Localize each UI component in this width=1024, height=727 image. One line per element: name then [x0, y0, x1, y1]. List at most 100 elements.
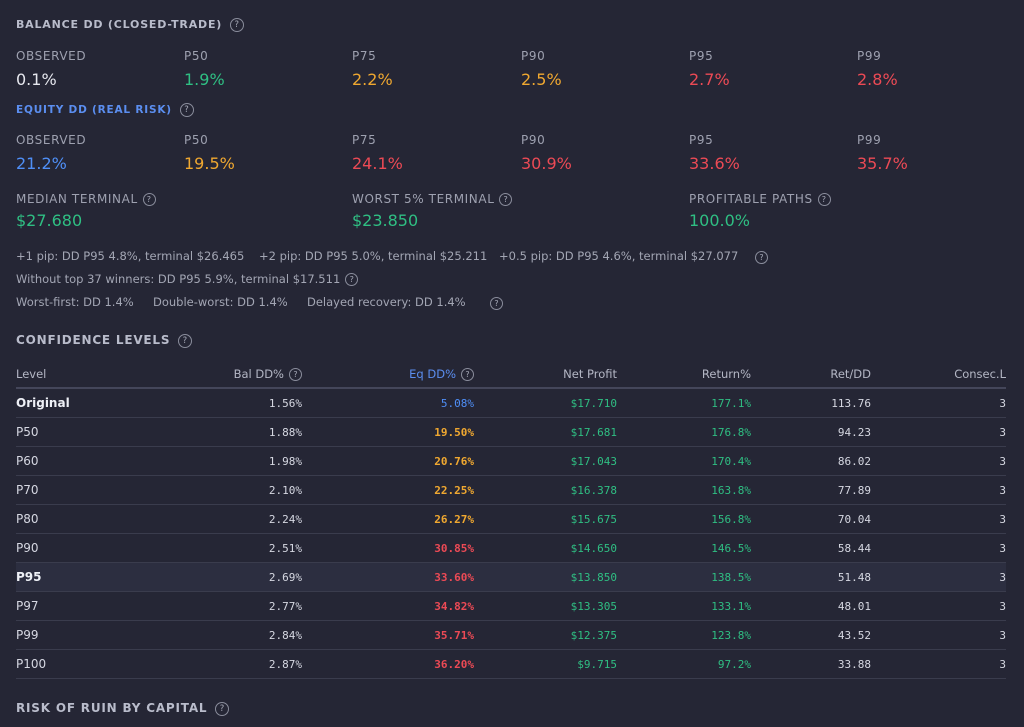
table-row-original: Original 1.56% 5.08% $17.710 177.1% 113.… — [16, 388, 1006, 418]
balance-observed-value: 0.1% — [16, 70, 57, 89]
equity-p75-label: P75 — [352, 133, 377, 147]
cell-ret: 138.5% — [617, 562, 751, 592]
profitable-paths-label-text: PROFITABLE PATHS — [689, 192, 813, 206]
table-row-p60: P60 1.98% 20.76% $17.043 170.4% 86.02 3 — [16, 446, 1006, 476]
note-worst-first: Worst-first: DD 1.4% — [16, 295, 134, 309]
col-bal-dd-label: Bal DD% — [233, 367, 284, 381]
note-pip1: +1 pip: DD P95 4.8%, terminal $26.465 — [16, 249, 245, 263]
help-icon[interactable]: ? — [345, 273, 359, 286]
cell-retdd: 33.88 — [751, 649, 871, 679]
equity-p90-label: P90 — [521, 133, 546, 147]
balance-p50-label: P50 — [184, 49, 209, 63]
balance-p95-value: 2.7% — [689, 70, 730, 89]
sensitivity-help: ? — [750, 247, 768, 266]
cell-eq: 30.85% — [302, 533, 474, 563]
cell-eq: 36.20% — [302, 649, 474, 679]
table-row-p70: P70 2.10% 22.25% $16.378 163.8% 77.89 3 — [16, 475, 1006, 505]
equity-dd-title: EQUITY DD (REAL RISK)? — [16, 103, 194, 117]
table-row-p99: P99 2.84% 35.71% $12.375 123.8% 43.52 3 — [16, 620, 1006, 650]
cell-retdd: 94.23 — [751, 417, 871, 447]
profitable-paths-label: PROFITABLE PATHS? — [689, 192, 831, 206]
confidence-title-text: CONFIDENCE LEVELS — [16, 333, 171, 347]
help-icon[interactable]: ? — [755, 251, 768, 264]
help-icon[interactable]: ? — [179, 103, 194, 117]
cell-bal: 2.77% — [106, 591, 302, 621]
cell-level: P100 — [16, 649, 106, 679]
cell-consec: 3 — [871, 417, 1006, 447]
cell-level: P97 — [16, 591, 106, 621]
cell-ret: 163.8% — [617, 475, 751, 505]
help-icon[interactable]: ? — [215, 701, 230, 716]
col-eq-dd-label: Eq DD% — [409, 367, 456, 381]
cell-level: P80 — [16, 504, 106, 534]
cell-net: $17.681 — [474, 417, 617, 447]
cell-level: P99 — [16, 620, 106, 650]
cell-bal: 2.87% — [106, 649, 302, 679]
cell-level: Original — [16, 388, 106, 418]
cell-bal: 2.84% — [106, 620, 302, 650]
help-icon[interactable]: ? — [178, 333, 193, 348]
cell-consec: 3 — [871, 388, 1006, 418]
help-icon[interactable]: ? — [142, 193, 156, 206]
balance-p99-label: P99 — [857, 49, 882, 63]
cell-level: P90 — [16, 533, 106, 563]
cell-retdd: 113.76 — [751, 388, 871, 418]
table-row-p50: P50 1.88% 19.50% $17.681 176.8% 94.23 3 — [16, 417, 1006, 447]
cell-eq: 26.27% — [302, 504, 474, 534]
worst5-terminal-value: $23.850 — [352, 211, 419, 230]
cell-ret: 123.8% — [617, 620, 751, 650]
note-without-top-text: Without top 37 winners: DD P95 5.9%, ter… — [16, 272, 341, 286]
confidence-table: Level Bal DD%? Eq DD%? Net Profit Return… — [16, 361, 1006, 679]
cell-consec: 3 — [871, 620, 1006, 650]
cell-net: $17.710 — [474, 388, 617, 418]
col-consec[interactable]: Consec.L — [871, 361, 1006, 389]
cell-bal: 2.10% — [106, 475, 302, 505]
cell-retdd: 86.02 — [751, 446, 871, 476]
worst5-terminal-label: WORST 5% TERMINAL? — [352, 192, 513, 206]
balance-p90-value: 2.5% — [521, 70, 562, 89]
cell-net: $12.375 — [474, 620, 617, 650]
cell-eq: 35.71% — [302, 620, 474, 650]
help-icon[interactable]: ? — [230, 18, 245, 32]
balance-dd-title: BALANCE DD (CLOSED-TRADE)? — [16, 18, 245, 32]
cell-ret: 170.4% — [617, 446, 751, 476]
cell-net: $14.650 — [474, 533, 617, 563]
equity-observed-value: 21.2% — [16, 154, 67, 173]
equity-p50-value: 19.5% — [184, 154, 235, 173]
balance-p75-label: P75 — [352, 49, 377, 63]
equity-dd-title-text: EQUITY DD (REAL RISK) — [16, 104, 172, 116]
cell-ret: 146.5% — [617, 533, 751, 563]
col-bal-dd[interactable]: Bal DD%? — [106, 361, 302, 389]
col-level[interactable]: Level — [16, 361, 106, 389]
equity-p99-value: 35.7% — [857, 154, 908, 173]
cell-eq: 20.76% — [302, 446, 474, 476]
cell-net: $17.043 — [474, 446, 617, 476]
cell-eq: 19.50% — [302, 417, 474, 447]
note-double-worst: Double-worst: DD 1.4% — [153, 295, 288, 309]
table-header-row: Level Bal DD%? Eq DD%? Net Profit Return… — [16, 361, 1006, 389]
col-eq-dd[interactable]: Eq DD%? — [302, 361, 474, 389]
help-icon[interactable]: ? — [289, 368, 302, 381]
table-row-p95: P95 2.69% 33.60% $13.850 138.5% 51.48 3 — [16, 562, 1006, 592]
table-row-p80: P80 2.24% 26.27% $15.675 156.8% 70.04 3 — [16, 504, 1006, 534]
col-return[interactable]: Return% — [617, 361, 751, 389]
cell-bal: 1.98% — [106, 446, 302, 476]
col-net-profit[interactable]: Net Profit — [474, 361, 617, 389]
help-icon[interactable]: ? — [499, 193, 513, 206]
cell-net: $15.675 — [474, 504, 617, 534]
cell-bal: 2.24% — [106, 504, 302, 534]
balance-p50-value: 1.9% — [184, 70, 225, 89]
cell-consec: 3 — [871, 533, 1006, 563]
equity-observed-label: OBSERVED — [16, 133, 87, 147]
cell-retdd: 70.04 — [751, 504, 871, 534]
profitable-paths-value: 100.0% — [689, 211, 751, 230]
help-icon[interactable]: ? — [461, 368, 474, 381]
help-icon[interactable]: ? — [490, 297, 503, 310]
note-delayed: Delayed recovery: DD 1.4% — [307, 295, 466, 309]
worst5-terminal-label-text: WORST 5% TERMINAL — [352, 192, 495, 206]
cell-retdd: 43.52 — [751, 620, 871, 650]
equity-p50-label: P50 — [184, 133, 209, 147]
col-ret-dd[interactable]: Ret/DD — [751, 361, 871, 389]
risk-of-ruin-title-text: RISK OF RUIN BY CAPITAL — [16, 701, 208, 715]
help-icon[interactable]: ? — [817, 193, 831, 206]
